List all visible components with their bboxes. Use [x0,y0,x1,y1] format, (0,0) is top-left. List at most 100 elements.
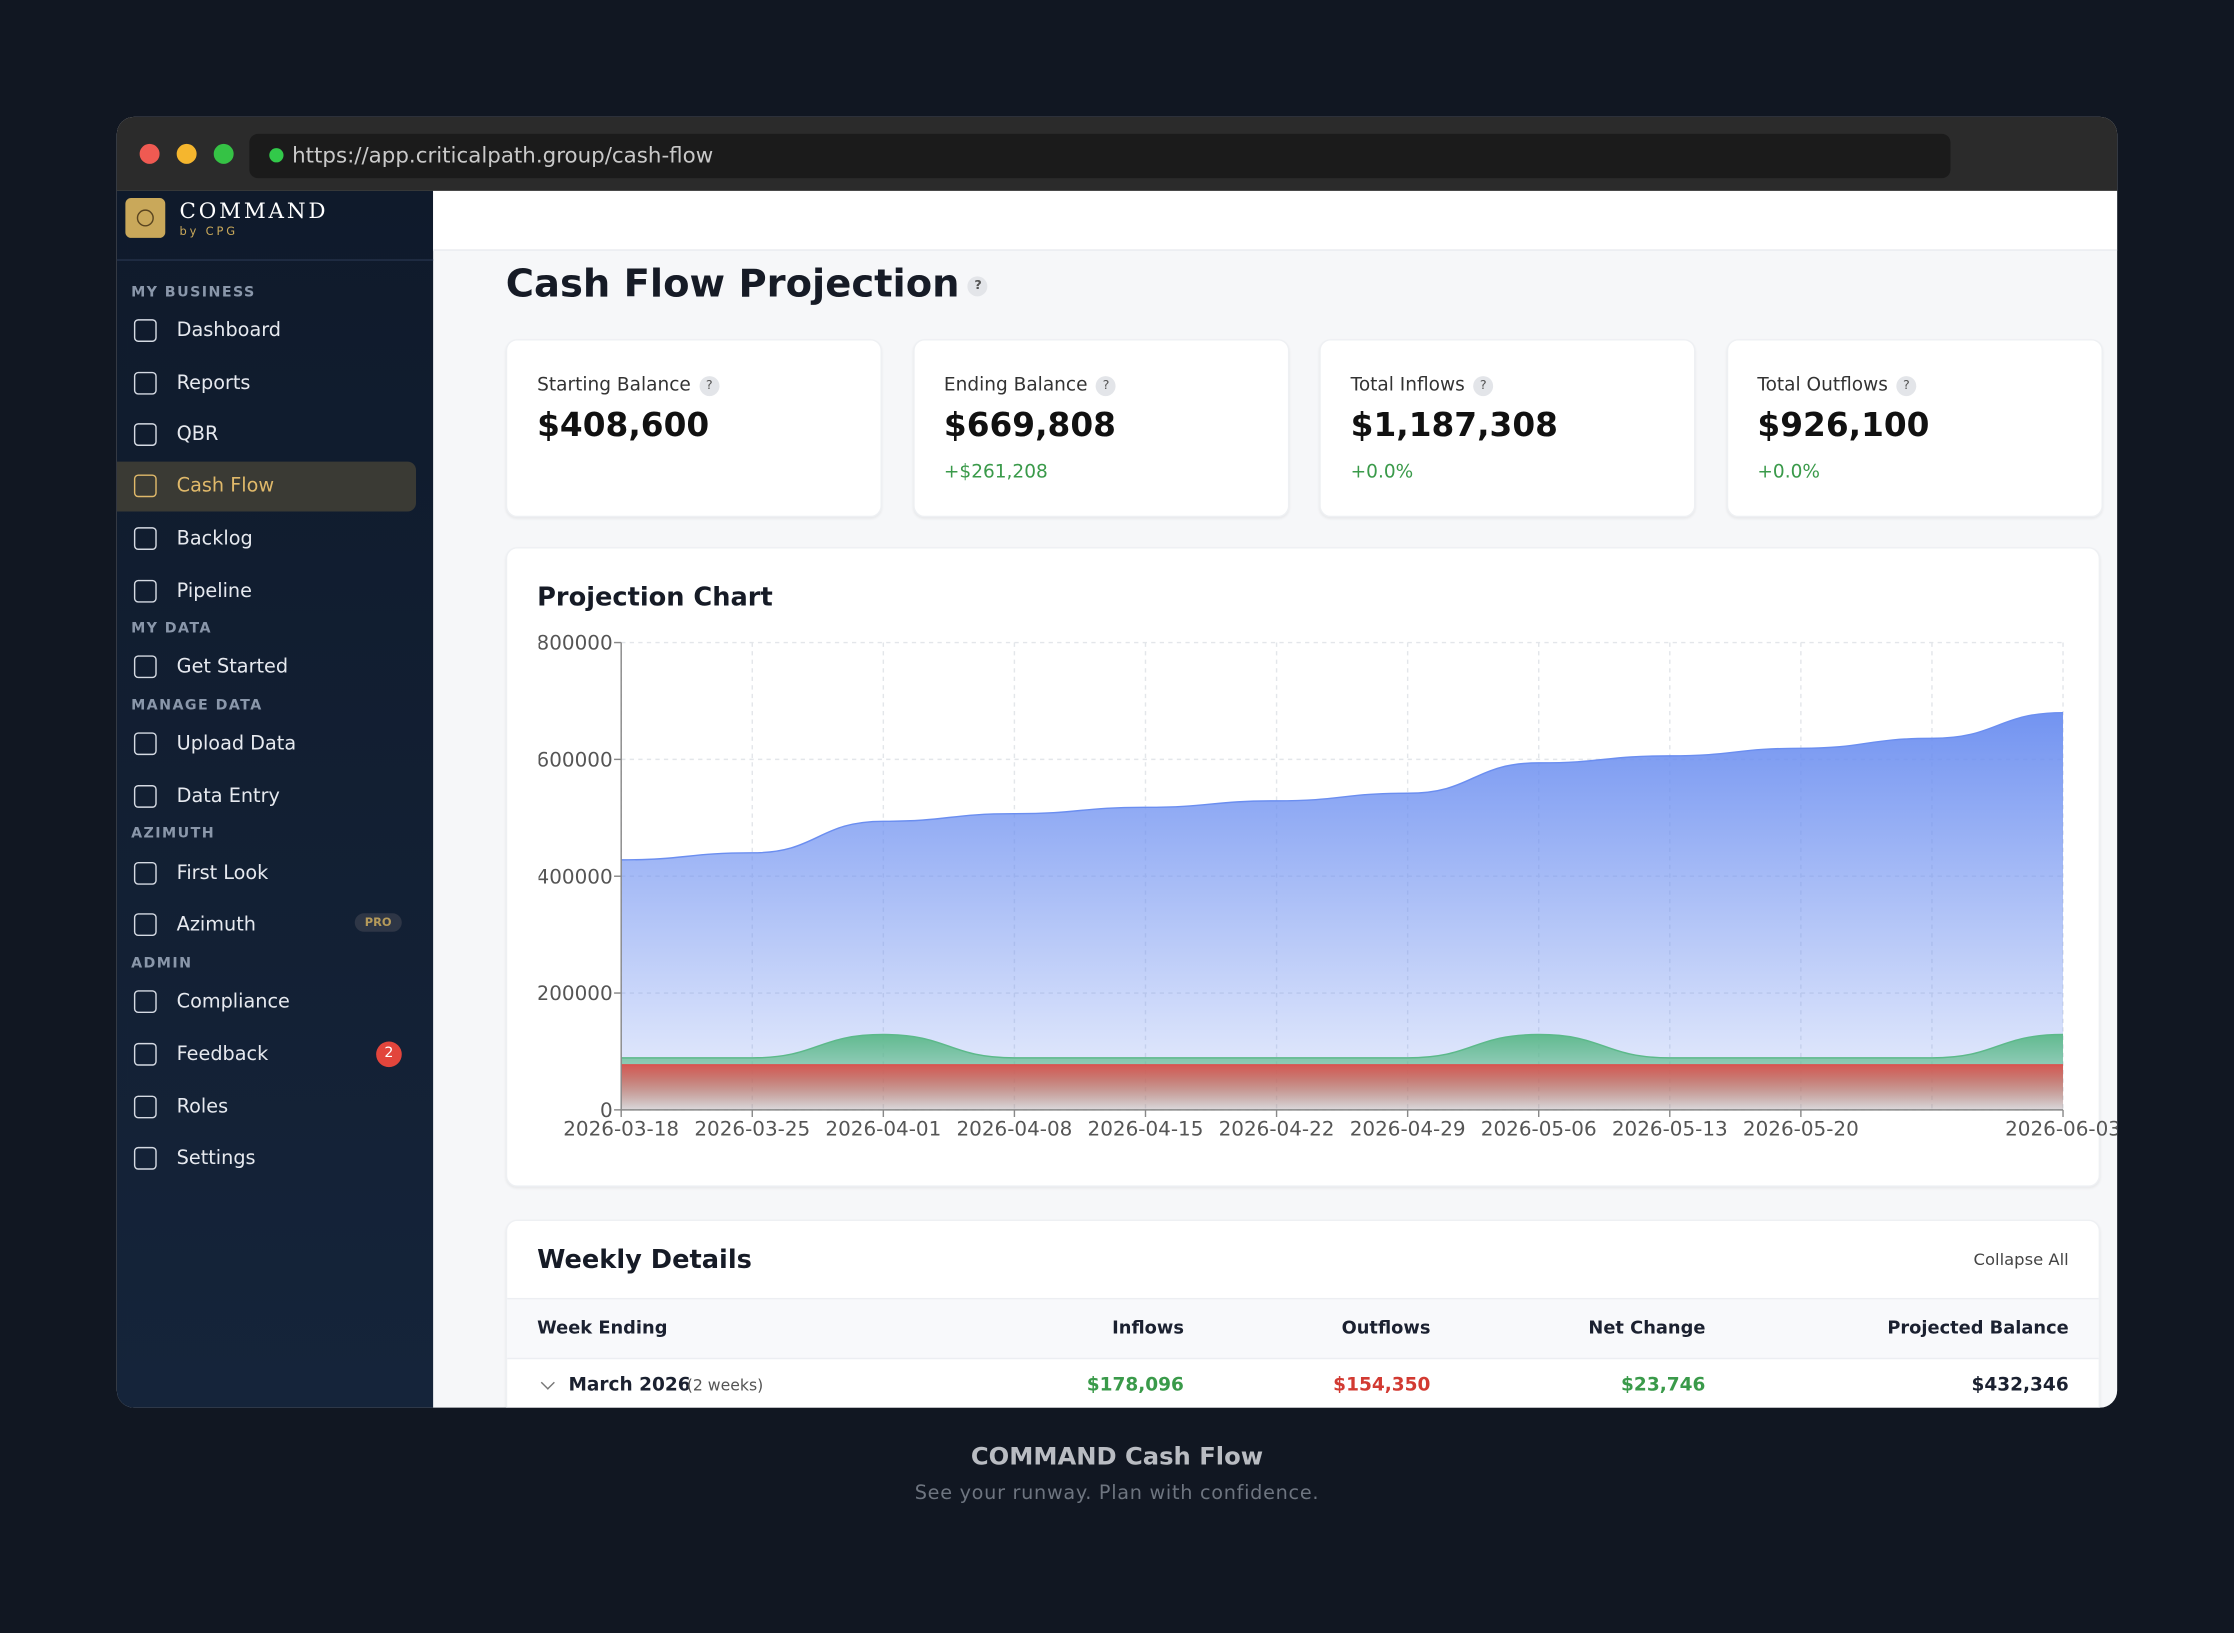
section-label: MANAGE DATA [131,698,263,714]
stat-label: Ending Balance? [944,375,1116,396]
x-tick-label: 2026-03-25 [694,1117,810,1141]
nav-label: Settings [176,1146,256,1170]
nav-icon [133,1042,157,1066]
expand-chevron[interactable] [540,1375,555,1390]
main: Cash Flow Projection? Projection Chart 0… [433,190,2118,1408]
url-bar[interactable]: https://app.criticalpath.group/cash-flow [249,133,1951,179]
nav-label: Roles [176,1095,229,1119]
section-label: MY DATA [131,621,212,637]
nav-item[interactable]: Backlog [117,514,416,564]
minimize-button[interactable] [176,143,197,164]
nav-label: Backlog [176,527,253,550]
stat-label: Total Inflows? [1351,375,1494,396]
url: https://app.criticalpath.group/cash-flow [292,142,714,169]
row-label: March 2026 [568,1374,691,1397]
title-bar: https://app.criticalpath.group/cash-flow [116,116,2118,191]
nav-label: Azimuth [176,913,256,937]
stat-card: Total Outflows? $926,100 +0.0% [1726,339,2103,518]
cell: $178,096 [1086,1374,1184,1397]
nav-item[interactable]: Data Entry [117,772,416,822]
y-tick-label: 600000 [537,748,613,772]
divider [116,259,434,261]
cell: $154,350 [1333,1374,1431,1397]
caption-title: COMMAND Cash Flow [970,1443,1264,1472]
stat-value: $926,100 [1757,407,1930,445]
section-label: AZIMUTH [131,826,216,843]
nav-label: Feedback [176,1042,269,1066]
table-card: Weekly Details Collapse All Week Ending I… [505,1219,2101,1408]
x-tick-label: 2026-05-13 [1612,1117,1728,1141]
nav-label: Reports [176,371,251,395]
nav-icon [133,655,157,679]
x-tick-label: 2026-05-06 [1481,1117,1597,1141]
collapse-all[interactable]: Collapse All [1973,1249,2069,1270]
nav-icon [133,527,157,550]
section-label: MY BUSINESS [131,284,256,301]
nav-icon [133,1146,157,1170]
nav-item[interactable]: Reports [117,359,416,409]
nav-item[interactable]: Feedback 2 [117,1030,416,1080]
x-tick-label: 2026-05-20 [1743,1117,1859,1141]
logo-icon [136,209,154,227]
stat-card: Starting Balance? $408,600 [505,339,882,518]
logo [125,198,166,238]
nav-item[interactable]: Roles [117,1083,416,1133]
table-title: Weekly Details [537,1245,752,1276]
help-icon[interactable]: ? [699,375,720,396]
line [621,1033,2064,1059]
nav-item[interactable]: Dashboard [117,306,416,356]
nav-icon [133,913,157,937]
nav-label: Get Started [176,655,289,679]
count-badge: 2 [376,1041,402,1068]
nav-item[interactable]: Get Started [117,643,416,693]
y-tick-label: 400000 [537,864,613,888]
stat-change: +$261,208 [943,461,1048,483]
help-icon[interactable]: ? [1096,375,1116,396]
close-button[interactable] [139,143,160,164]
nav-item[interactable]: Settings [117,1134,416,1184]
cell: $23,746 [1621,1374,1706,1397]
nav-item[interactable]: Cash Flow [116,461,417,512]
tick-labels: 0 200000 400000 600000 800000 [537,631,613,1122]
nav-label: Upload Data [176,732,297,756]
x-tick-label: 2026-04-15 [1088,1117,1204,1141]
column-header: Outflows [1341,1316,1431,1338]
sidebar: COMMAND by CPG MY BUSINESS Dashboard Repor… [116,190,434,1408]
stat-label: Starting Balance? [537,375,720,396]
caption-subtitle: See your runway. Plan with confidence. [914,1481,1320,1505]
stat-change: +0.0% [1757,461,1820,483]
nav-item[interactable]: First Look [117,849,416,899]
table-header [507,1297,2099,1360]
y-tick-label: 800000 [537,631,613,655]
help-icon[interactable]: ? [1896,375,1917,396]
nav-label: Cash Flow [176,474,275,498]
stat-value: $1,187,308 [1350,407,1558,445]
nav-item[interactable]: Upload Data [117,719,416,769]
help-icon[interactable]: ? [1473,375,1494,396]
stat-card: Ending Balance? $669,808 +$261,208 [912,339,1289,518]
nav-item[interactable]: Compliance [117,977,416,1027]
nav-label: Pipeline [176,579,252,603]
x-tick-label: 2026-03-18 [563,1117,679,1141]
x-tick-label: 2026-04-01 [825,1117,941,1141]
maximize-button[interactable] [213,143,234,164]
nav-item[interactable]: Azimuth PRO [117,900,416,950]
area [621,712,2064,1110]
nav-icon [133,423,157,446]
brand-sub: by CPG [179,225,238,238]
help-icon[interactable]: ? [968,275,989,296]
secure-dot [269,148,284,163]
stat-label: Total Outflows? [1757,375,1917,396]
nav-icon [133,474,157,498]
stat-value: $408,600 [537,407,710,445]
cell: $432,346 [1971,1374,2069,1397]
area [621,1064,2064,1110]
column-header: Week Ending [537,1316,668,1338]
x-tick-label: 2026-04-22 [1219,1117,1335,1141]
column-header: Inflows [1112,1316,1184,1338]
nav-icon [133,990,157,1013]
nav-item[interactable]: QBR [117,410,416,460]
row-note: (2 weeks) [686,1376,764,1395]
nav-item[interactable]: Pipeline [117,567,416,617]
